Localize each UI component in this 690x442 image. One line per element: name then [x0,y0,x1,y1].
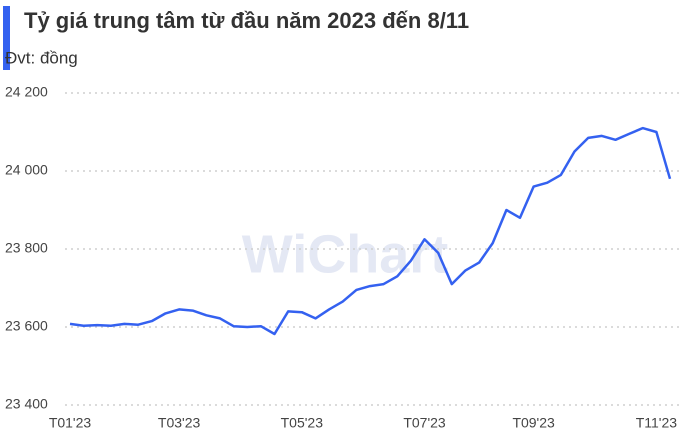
x-tick-label: T07'23 [403,415,446,431]
watermark: WiChart [242,224,449,284]
y-tick-label: 23 600 [5,318,48,334]
y-tick-label: 23 800 [5,240,48,256]
chart-subtitle: Đvt: đồng [5,48,78,67]
y-tick-label: 23 400 [5,396,48,412]
x-tick-label: T03'23 [158,415,201,431]
x-tick-label: T11'23 [636,415,678,431]
title-accent [3,6,10,70]
chart-title: Tỷ giá trung tâm từ đầu năm 2023 đến 8/1… [24,8,469,33]
x-tick-label: T01'23 [49,415,92,431]
x-tick-label: T05'23 [281,415,324,431]
y-tick-label: 24 000 [5,162,48,178]
data-line [69,126,672,336]
y-tick-label: 24 200 [5,84,48,100]
x-tick-label: T09'23 [512,415,555,431]
